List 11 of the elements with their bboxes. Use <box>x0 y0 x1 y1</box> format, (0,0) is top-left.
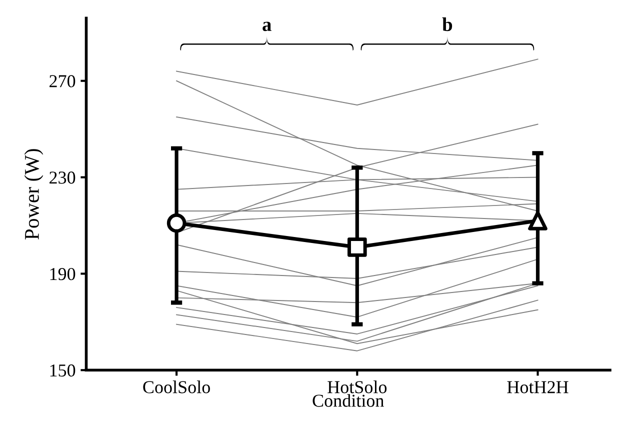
y-tick-label: 230 <box>50 172 76 184</box>
x-axis-title: Condition <box>312 394 384 407</box>
x-tick-label: HotSolo <box>328 380 387 394</box>
annotation: a <box>262 22 272 32</box>
y-tick-label: 190 <box>50 268 76 280</box>
x-tick-label: CoolSolo <box>143 380 210 394</box>
x-tick-label: HotH2H <box>507 381 568 394</box>
y-tick-label: 270 <box>50 75 76 88</box>
annotation: b <box>442 17 452 32</box>
y-axis-title: Power (W) <box>24 149 44 240</box>
y-tick-label: 150 <box>50 364 76 377</box>
